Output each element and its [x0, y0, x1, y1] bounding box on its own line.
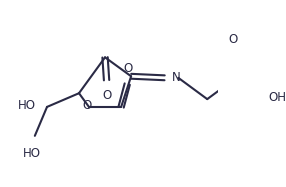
Text: O: O — [123, 62, 133, 75]
Text: OH: OH — [268, 91, 286, 104]
Text: O: O — [102, 89, 111, 102]
Text: O: O — [229, 33, 238, 46]
Text: N: N — [172, 71, 181, 84]
Text: O: O — [82, 99, 91, 112]
Text: HO: HO — [18, 99, 36, 112]
Text: HO: HO — [23, 146, 41, 160]
